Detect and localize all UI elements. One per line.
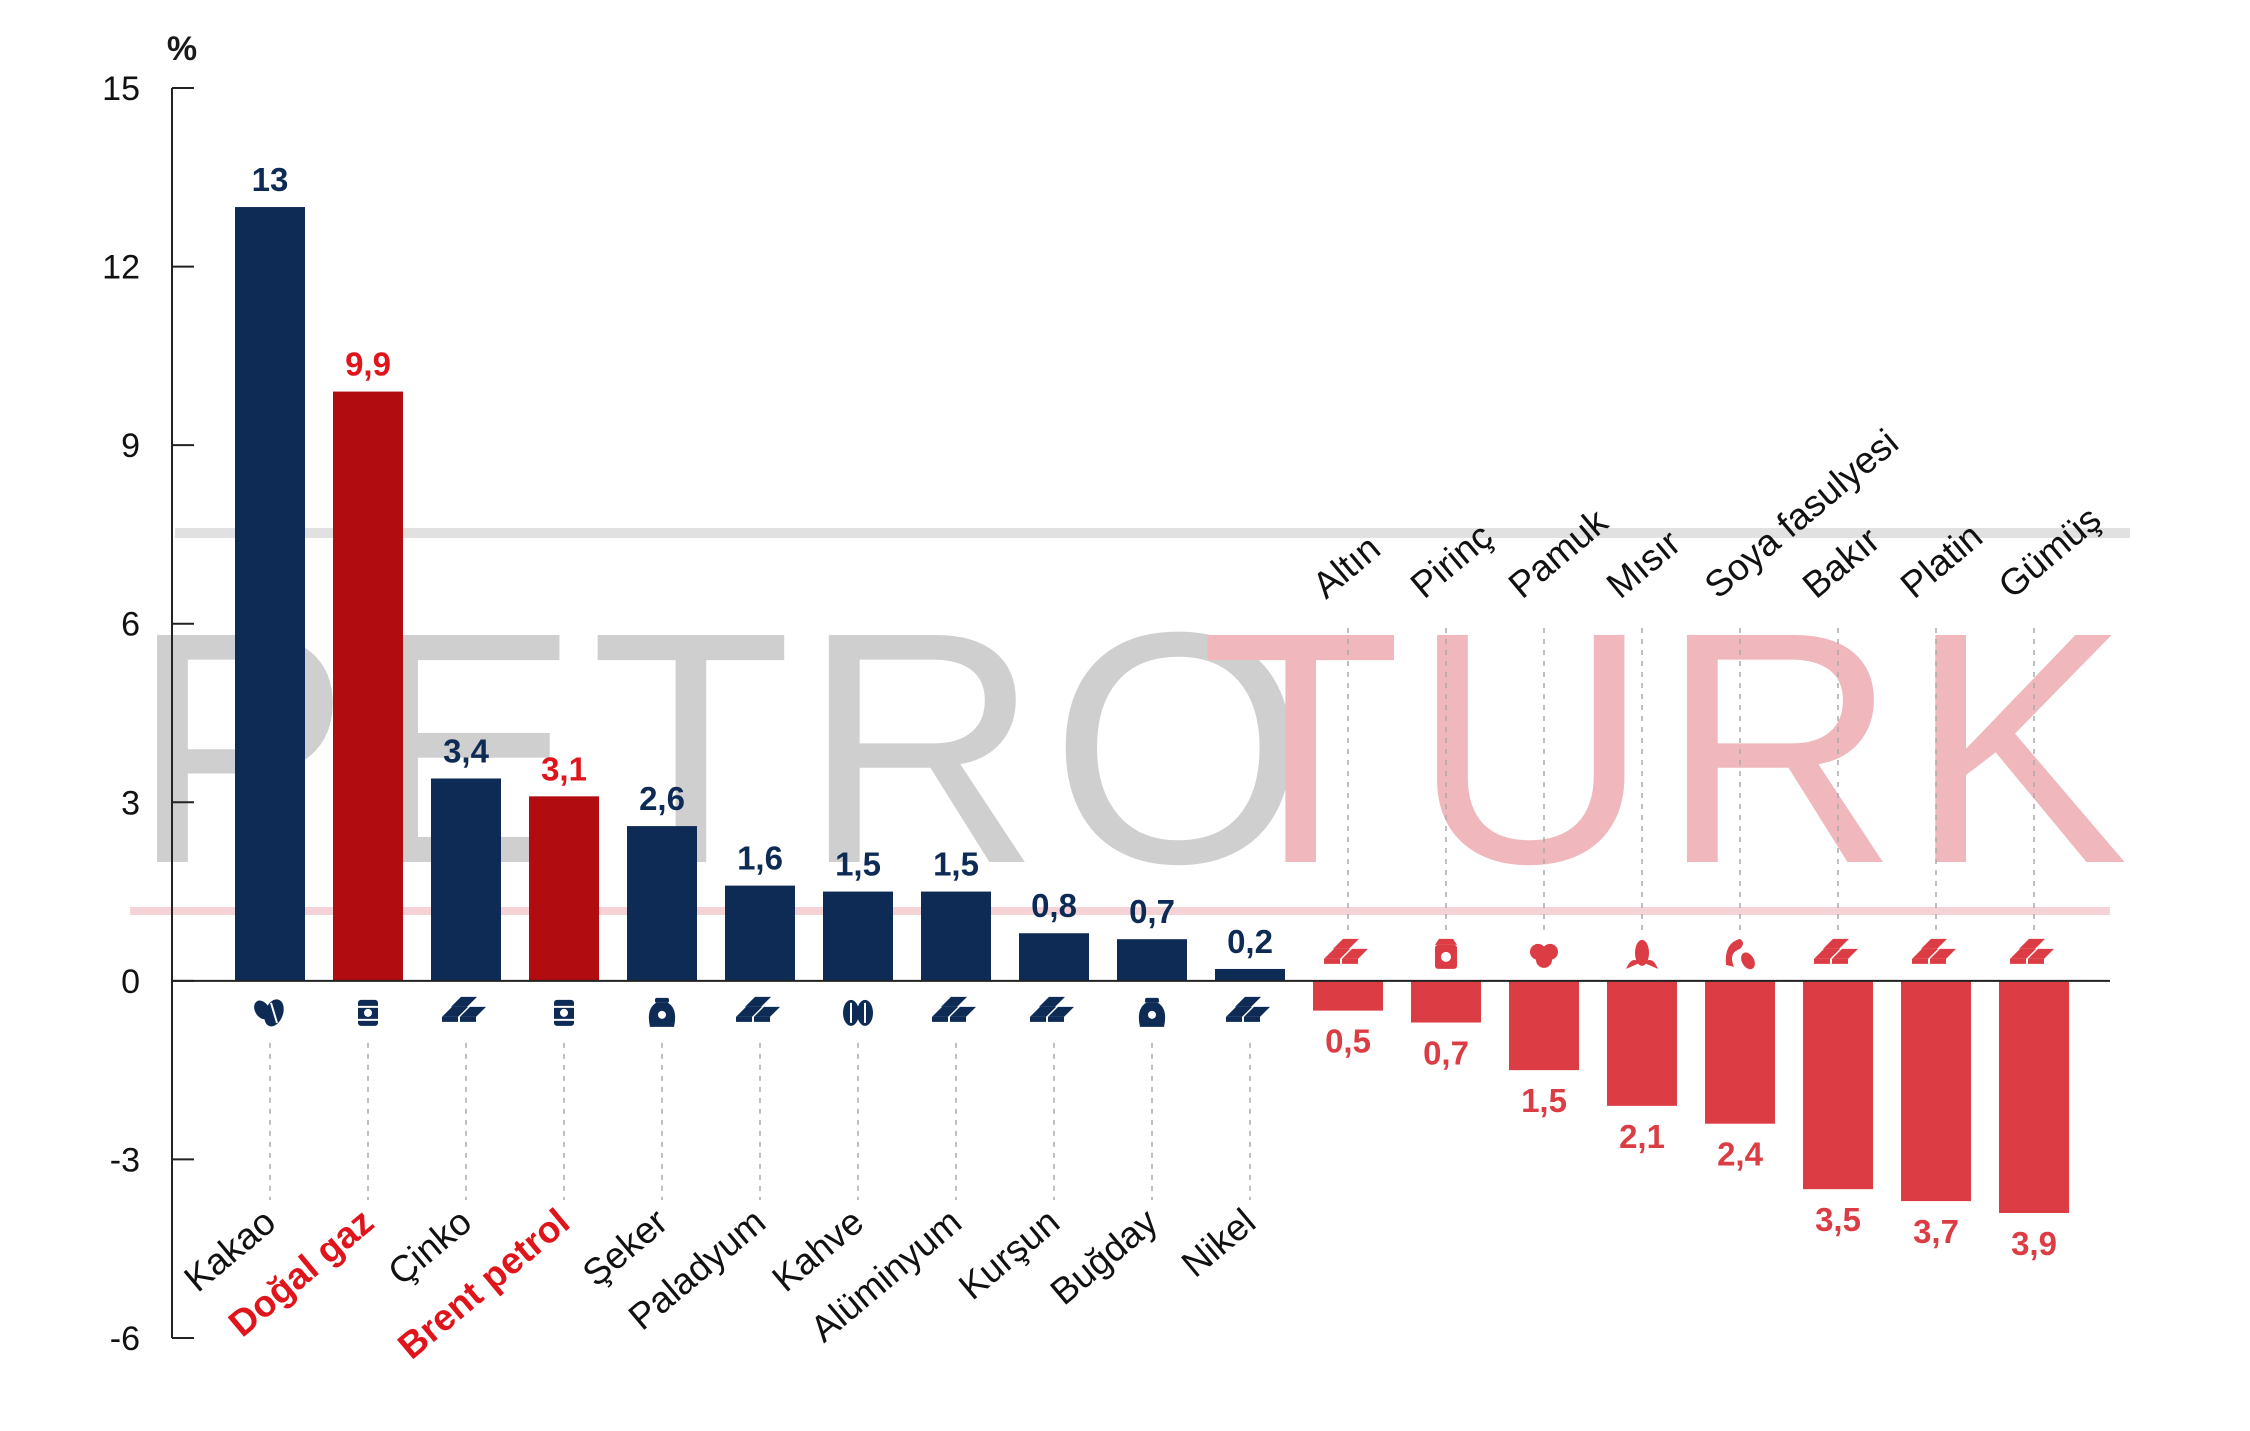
y-tick-label: 9	[121, 427, 140, 465]
metal-bars-icon	[2010, 938, 2054, 964]
metal-bars-icon	[736, 996, 780, 1022]
y-tick-label: 12	[102, 249, 140, 287]
y-tick-label: 0	[121, 963, 140, 1001]
watermark-text: PETRO TURK	[130, 563, 2138, 932]
watermark-turk: TURK	[1200, 563, 2138, 932]
bar-Nikel	[1215, 968, 1285, 981]
cotton-icon	[1530, 943, 1558, 968]
bar-Alüminyum	[921, 891, 991, 981]
oil-barrel-icon	[554, 999, 574, 1026]
value-label: 1,5	[933, 846, 979, 883]
value-label: 3,4	[443, 732, 490, 769]
bar-Şeker	[627, 826, 697, 981]
grain-sack-icon	[1138, 997, 1166, 1027]
watermark: PETRO TURK	[130, 528, 2138, 932]
oil-barrel-icon	[358, 999, 378, 1026]
metal-bars-icon	[1226, 996, 1270, 1022]
bar-Gümüş	[1999, 980, 2069, 1213]
category-label: Buğday	[1043, 1200, 1166, 1312]
metal-bars-icon	[442, 996, 486, 1022]
soybean-icon	[1725, 938, 1755, 970]
bar-Kakao	[235, 207, 305, 981]
value-label: 3,5	[1815, 1201, 1861, 1238]
category-label: Kurşun	[951, 1201, 1067, 1308]
y-axis: 15 12 9 6 3 0 -3 -6%	[102, 30, 2110, 1358]
bar-Kahve	[823, 891, 893, 981]
coffee-beans-icon	[843, 999, 873, 1026]
bar-Pamuk	[1509, 980, 1579, 1071]
category-label: Nikel	[1174, 1201, 1263, 1285]
metal-bars-icon	[1814, 938, 1858, 964]
bar-Altın	[1313, 980, 1383, 1011]
bars	[235, 207, 2069, 1213]
bar-Kurşun	[1019, 933, 1089, 981]
cocoa-bean-icon	[254, 999, 284, 1027]
bar-Doğal gaz	[333, 391, 403, 981]
value-label: 1,5	[1521, 1082, 1567, 1119]
value-label: 3,7	[1913, 1213, 1959, 1250]
value-label: 13	[252, 161, 289, 198]
value-label: 1,5	[835, 846, 881, 883]
bar-Bakır	[1803, 980, 1873, 1190]
bar-Pirinç	[1411, 980, 1481, 1023]
value-label: 0,5	[1325, 1023, 1371, 1060]
value-label: 0,7	[1129, 893, 1175, 930]
y-tick-label: -3	[110, 1141, 140, 1179]
value-label: 0,7	[1423, 1035, 1469, 1072]
watermark-bottom-rule	[130, 907, 2110, 915]
bar-Platin	[1901, 980, 1971, 1202]
watermark-petro: PETRO	[130, 563, 1317, 932]
value-label: 3,9	[2011, 1225, 2057, 1262]
metal-bars-icon	[932, 996, 976, 1022]
bar-Soya fasulyesi	[1705, 980, 1775, 1124]
y-tick-label: 6	[121, 606, 140, 644]
y-tick-label: 15	[102, 70, 140, 108]
metal-bars-icon	[1324, 938, 1368, 964]
guide-lines	[269, 628, 2035, 1200]
bar-Buğday	[1117, 939, 1187, 981]
bar-Mısır	[1607, 980, 1677, 1106]
value-label: 2,6	[639, 780, 685, 817]
bar-Brent petrol	[529, 796, 599, 981]
corn-icon	[1626, 939, 1658, 969]
value-label: 2,4	[1717, 1136, 1764, 1173]
value-label: 1,6	[737, 840, 783, 877]
value-label: 2,1	[1619, 1118, 1665, 1155]
y-axis-unit: %	[167, 30, 197, 68]
value-label: 0,2	[1227, 923, 1273, 960]
watermark-top-rule	[175, 528, 2130, 538]
y-tick-label: -6	[110, 1320, 140, 1358]
category-label: Brent petrol	[390, 1201, 577, 1367]
value-label: 9,9	[345, 346, 391, 383]
rice-bag-icon	[1435, 938, 1457, 969]
metal-bars-icon	[1030, 996, 1074, 1022]
value-label: 0,8	[1031, 887, 1077, 924]
metal-bars-icon	[1912, 938, 1956, 964]
bar-Paladyum	[725, 885, 795, 981]
y-tick-label: 3	[121, 784, 140, 822]
bar-Çinko	[431, 778, 501, 981]
sack-icon	[648, 997, 676, 1027]
value-label: 3,1	[541, 750, 587, 787]
